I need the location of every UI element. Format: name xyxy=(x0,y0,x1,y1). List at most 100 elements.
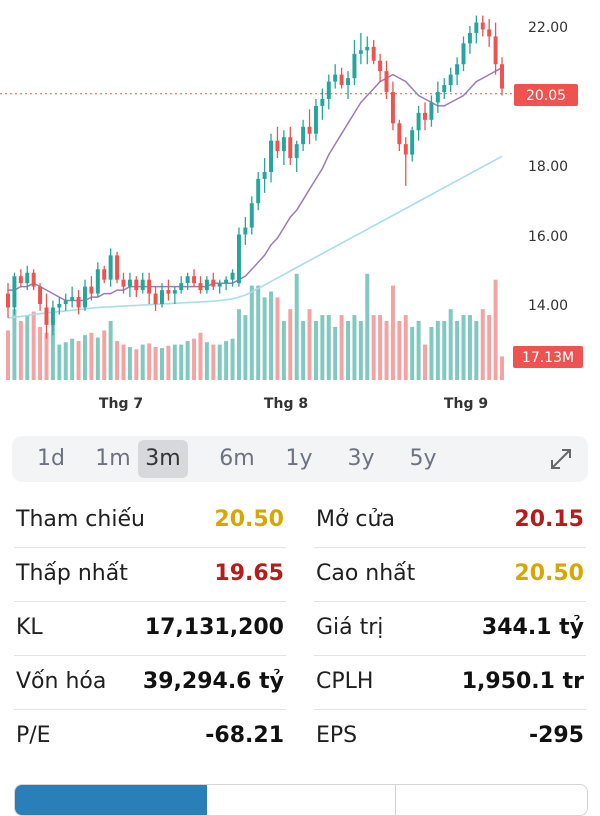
volume-bar xyxy=(423,344,428,380)
volume-bar xyxy=(442,321,447,380)
tab-1m[interactable]: 1m xyxy=(95,446,131,471)
pe-value: -68.21 xyxy=(205,723,284,748)
volume-bar xyxy=(172,344,177,380)
candle xyxy=(461,36,466,72)
stats-row: Vốn hóa 39,294.6 tỷ CPLH 1,950.1 tr xyxy=(0,656,600,710)
timeframe-tabs: 1d 1m 3m 6m 1y 3y 5y xyxy=(12,436,588,482)
candle xyxy=(288,126,293,165)
candle xyxy=(153,286,158,311)
volume-bar xyxy=(346,321,351,380)
tab-5y[interactable]: 5y xyxy=(409,446,437,471)
candle xyxy=(269,133,274,183)
stats-row: KL 17,131,200 Giá trị 344.1 tỷ xyxy=(0,602,600,656)
candle xyxy=(236,227,241,287)
tab-1d[interactable]: 1d xyxy=(37,446,65,471)
candle xyxy=(390,81,395,131)
tab-6m[interactable]: 6m xyxy=(219,446,255,471)
candle xyxy=(63,293,68,311)
candle xyxy=(50,300,55,336)
ma20-line xyxy=(8,67,503,302)
candle xyxy=(57,297,62,315)
volume-bar xyxy=(121,344,126,380)
volume-bar xyxy=(70,338,75,380)
candle xyxy=(18,269,23,287)
tab-3m[interactable]: 3m xyxy=(138,440,188,478)
candle xyxy=(301,119,306,152)
tab-1y[interactable]: 1y xyxy=(285,446,313,471)
value-label: Giá trị xyxy=(316,615,384,640)
candle xyxy=(127,272,132,298)
volume-bar xyxy=(12,309,17,380)
candle xyxy=(115,251,120,284)
volume-bar xyxy=(410,326,415,380)
volume-bar xyxy=(294,273,299,380)
candle xyxy=(435,81,440,113)
bottom-segment-active[interactable] xyxy=(15,785,207,815)
volume-bar xyxy=(416,321,421,380)
candle xyxy=(38,283,43,311)
expand-icon[interactable] xyxy=(548,446,574,472)
candle xyxy=(294,140,299,172)
candle xyxy=(121,272,126,294)
volume-bar xyxy=(63,342,68,380)
candle xyxy=(198,276,203,294)
candle xyxy=(320,88,325,120)
volume-bar xyxy=(384,321,389,380)
volume-bar xyxy=(44,332,49,380)
current-price-tag xyxy=(514,84,578,106)
candle xyxy=(448,67,453,93)
candle xyxy=(217,279,222,294)
volume-bar xyxy=(326,315,331,380)
x-label-thg7: Thg 7 xyxy=(99,396,143,412)
current-price-label: 20.05 xyxy=(526,88,566,104)
volume-bar xyxy=(455,321,460,380)
volume-bar xyxy=(320,315,325,380)
candle xyxy=(204,276,209,294)
candle xyxy=(179,276,184,294)
candle xyxy=(365,36,370,65)
volume-bar xyxy=(127,346,132,380)
volume-bar xyxy=(500,356,504,380)
volume-bar xyxy=(371,315,376,380)
volume-bar xyxy=(301,321,306,380)
volume-bar xyxy=(134,349,139,380)
candle xyxy=(185,272,190,291)
volume-label-text: KL xyxy=(16,615,43,640)
candle xyxy=(333,64,338,89)
y-tick-14: 14.00 xyxy=(528,298,568,314)
open-value: 20.15 xyxy=(514,507,584,532)
volume-bar xyxy=(230,338,235,380)
volume-value: 17,131,200 xyxy=(144,615,284,640)
candle xyxy=(397,119,402,152)
volume-bar xyxy=(25,315,30,380)
candle xyxy=(493,22,498,75)
stats-row: Thấp nhất 19.65 Cao nhất 20.50 xyxy=(0,548,600,602)
open-label: Mở cửa xyxy=(316,507,395,532)
candle xyxy=(371,39,376,65)
candle xyxy=(487,19,492,47)
bottom-segment-bar[interactable] xyxy=(14,784,588,816)
volume-label: 17.13M xyxy=(522,350,574,366)
volume-bar xyxy=(378,315,383,380)
volume-bar xyxy=(365,273,370,380)
candle xyxy=(358,32,363,65)
candle xyxy=(480,15,485,37)
candle xyxy=(102,265,107,284)
candle xyxy=(410,126,415,162)
x-label-thg9: Thg 9 xyxy=(444,396,488,412)
price-chart[interactable]: 22.00 18.00 16.00 14.00 20.05 17.13M Thg… xyxy=(0,0,600,420)
candle xyxy=(249,196,254,235)
volume-bar xyxy=(50,318,55,380)
candle xyxy=(256,171,261,211)
candle xyxy=(6,283,10,318)
candle xyxy=(159,283,164,308)
shares-value: 1,950.1 tr xyxy=(461,669,584,694)
candle xyxy=(326,74,331,110)
candle xyxy=(134,276,139,298)
candle xyxy=(70,286,75,308)
volume-bar xyxy=(31,311,36,380)
candle xyxy=(442,78,447,99)
low-label: Thấp nhất xyxy=(16,561,128,586)
volume-bars xyxy=(6,273,504,380)
tab-3y[interactable]: 3y xyxy=(347,446,375,471)
